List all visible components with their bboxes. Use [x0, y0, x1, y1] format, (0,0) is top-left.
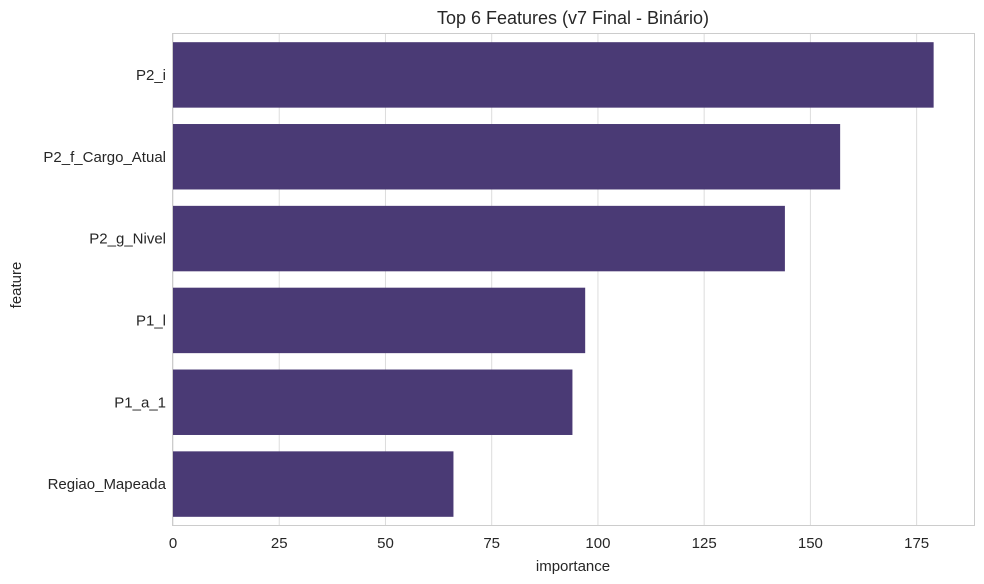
x-tick-label: 75 — [483, 535, 500, 552]
chart-title: Top 6 Features (v7 Final - Binário) — [437, 8, 709, 28]
y-tick-label: P1_l — [136, 312, 166, 329]
x-tick-label: 175 — [904, 535, 929, 552]
y-axis-label: feature — [8, 262, 25, 309]
y-tick-label: P2_i — [136, 67, 166, 84]
x-tick-label: 50 — [377, 535, 394, 552]
y-tick-label: P2_f_Cargo_Atual — [43, 149, 166, 166]
x-tick-label: 25 — [271, 535, 288, 552]
bar-P1_a_1 — [173, 369, 573, 435]
x-tick-label: 100 — [585, 535, 610, 552]
y-tick-label: P1_a_1 — [114, 394, 166, 411]
bar-Regiao_Mapeada — [173, 451, 454, 517]
bar-P2_f_Cargo_Atual — [173, 124, 841, 190]
x-tick-label: 150 — [798, 535, 823, 552]
plot-frame — [172, 33, 975, 526]
x-tick-labels: 0 25 50 75 100 125 150 175 — [169, 535, 929, 552]
bar-P1_l — [173, 287, 586, 354]
grid-lines — [172, 34, 918, 525]
x-tick-label: 0 — [169, 535, 177, 552]
x-axis-label: importance — [536, 558, 610, 575]
y-tick-labels: P2_i P2_f_Cargo_Atual P2_g_Nivel P1_l P1_a_1… — [43, 67, 166, 493]
x-tick-label: 125 — [692, 535, 717, 552]
bars — [173, 42, 934, 517]
bar-P2_g_Nivel — [173, 205, 785, 272]
y-tick-label: Regiao_Mapeada — [48, 476, 167, 493]
bar-P2_i — [173, 42, 934, 108]
y-tick-label: P2_g_Nivel — [89, 231, 166, 248]
